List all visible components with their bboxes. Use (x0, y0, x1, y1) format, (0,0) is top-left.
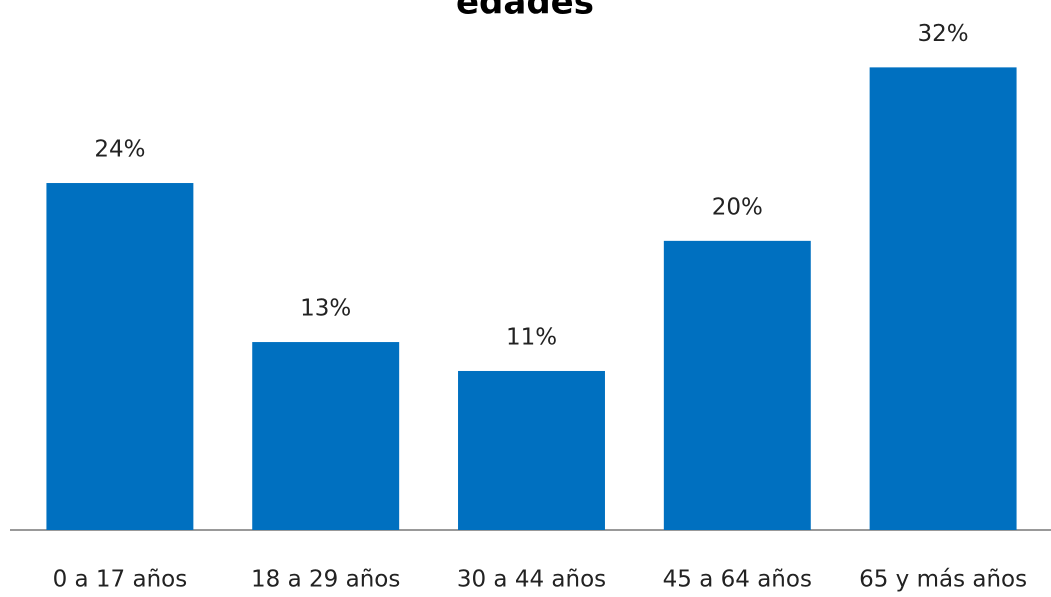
value-label: 11% (506, 324, 557, 350)
bar (869, 67, 1017, 530)
value-label: 32% (918, 21, 969, 47)
value-label: 24% (94, 137, 145, 163)
bar (252, 342, 400, 530)
x-tick-label: 45 a 64 años (663, 567, 812, 593)
x-tick-label: 18 a 29 años (251, 567, 400, 593)
chart-title: edades (456, 0, 594, 23)
value-label: 20% (712, 194, 763, 220)
bar (663, 240, 811, 530)
bar (46, 183, 194, 530)
x-tick-label: 0 a 17 años (53, 567, 188, 593)
x-tick-label: 65 y más años (859, 567, 1027, 593)
bar (458, 370, 605, 530)
x-tick-label: 30 a 44 años (457, 567, 606, 593)
value-label: 13% (300, 296, 351, 322)
